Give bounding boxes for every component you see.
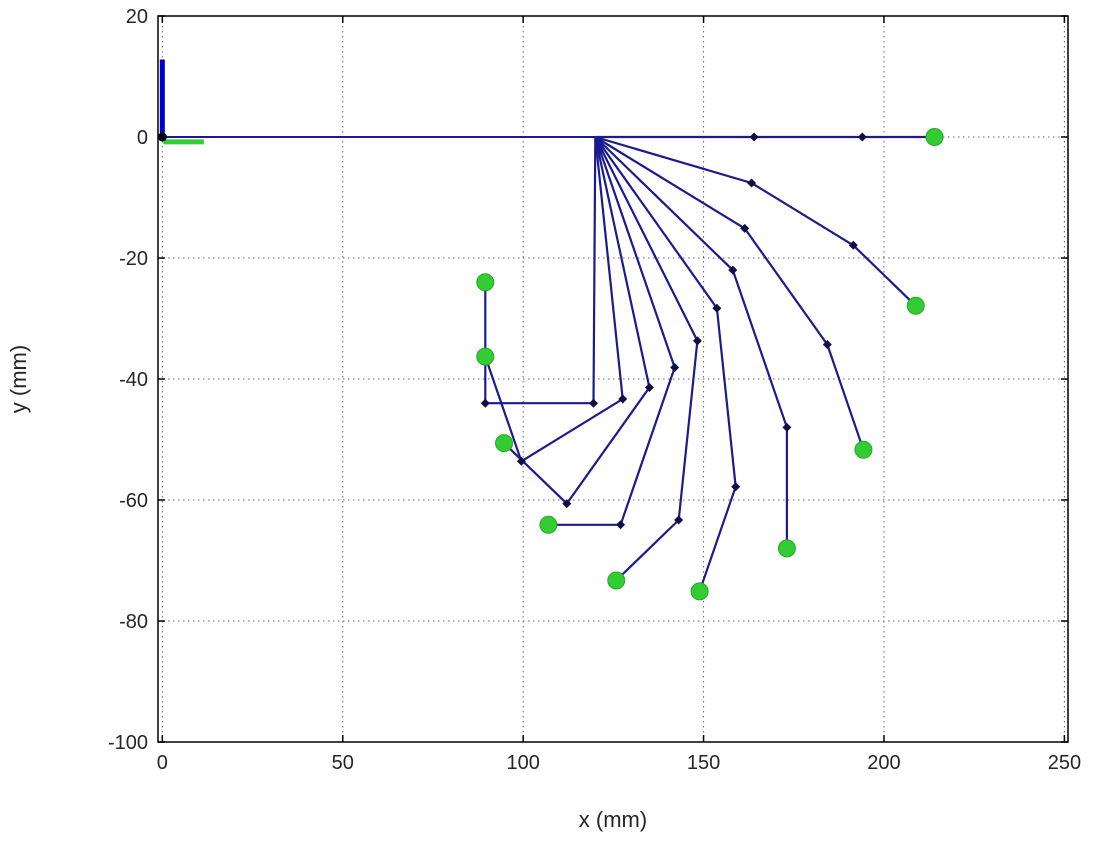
fingertip-marker xyxy=(495,434,514,453)
joint-marker xyxy=(516,456,526,466)
finger-chain-line xyxy=(594,135,917,307)
fingertip-marker xyxy=(607,571,626,590)
fingertip-marker xyxy=(777,539,796,558)
joint-marker xyxy=(674,515,684,525)
fingertip-marker xyxy=(476,347,495,366)
joint-marker xyxy=(857,132,867,142)
joint-marker xyxy=(670,363,680,373)
joint-marker xyxy=(782,422,792,432)
fingertip-marker xyxy=(925,128,944,146)
x-tick-label: 50 xyxy=(332,752,354,774)
joint-marker xyxy=(644,382,654,392)
finger-chain-line xyxy=(594,136,789,549)
finger-chain-line xyxy=(594,136,865,451)
fingertip-marker xyxy=(906,296,925,315)
fingertip-marker xyxy=(690,582,709,601)
joint-marker xyxy=(848,240,858,250)
y-tick-label: -100 xyxy=(108,732,148,754)
x-axis-label: x (mm) xyxy=(579,807,647,832)
y-tick-label: -40 xyxy=(119,369,148,391)
joint-marker xyxy=(731,482,741,492)
x-tick-label: 100 xyxy=(506,752,539,774)
y-tick-label: 0 xyxy=(137,127,148,149)
y-tick-label: 20 xyxy=(126,6,148,28)
finger-chain-line xyxy=(503,136,651,505)
fingertip-marker xyxy=(539,515,558,534)
joint-marker xyxy=(728,265,738,275)
x-tick-label: 150 xyxy=(687,752,720,774)
finger-chain-line xyxy=(594,136,699,582)
y-tick-label: -20 xyxy=(119,248,148,270)
finger-chain-line xyxy=(594,136,737,592)
joint-marker xyxy=(740,223,750,233)
joint-marker xyxy=(692,336,702,346)
joint-marker xyxy=(747,178,757,188)
x-tick-label: 0 xyxy=(157,752,168,774)
joint-marker xyxy=(712,303,722,313)
y-tick-label: -80 xyxy=(119,611,148,633)
joint-marker xyxy=(749,132,759,142)
finger-chain-line xyxy=(548,136,676,526)
finger-chain-line xyxy=(484,136,597,405)
joint-marker xyxy=(562,499,572,509)
joint-marker xyxy=(589,398,599,408)
x-tick-label: 200 xyxy=(867,752,900,774)
y-tick-label: -60 xyxy=(119,490,148,512)
fingertip-marker xyxy=(854,440,873,459)
fingertip-marker xyxy=(476,273,495,292)
joint-marker xyxy=(822,340,832,350)
joint-marker xyxy=(480,398,490,408)
finger-chain-line xyxy=(484,136,624,463)
joint-marker xyxy=(618,394,628,404)
x-tick-label: 250 xyxy=(1048,752,1081,774)
joint-marker xyxy=(616,520,626,530)
y-axis-label: y (mm) xyxy=(6,345,31,413)
